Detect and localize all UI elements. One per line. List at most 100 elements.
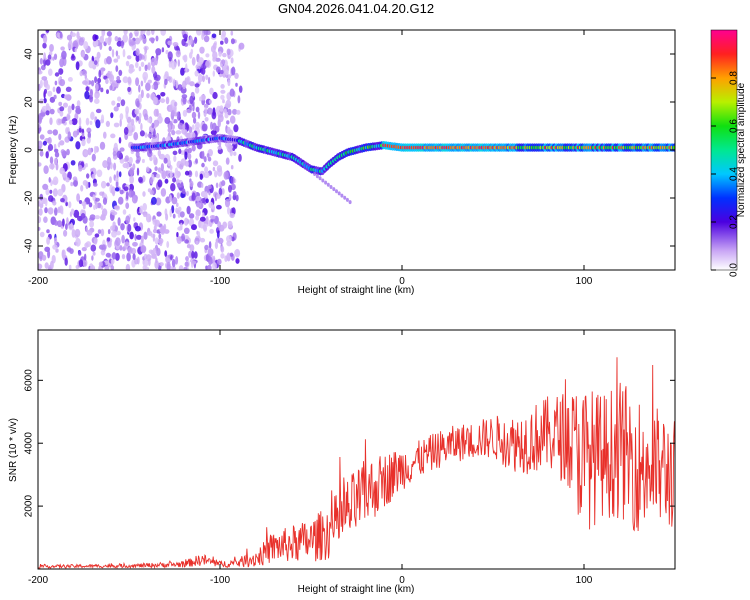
spectrogram-noise-cell bbox=[212, 56, 217, 62]
spectrogram-noise-cell bbox=[161, 47, 165, 53]
x-tick-label: 100 bbox=[576, 276, 593, 287]
spectrogram-noise-cell bbox=[212, 166, 216, 172]
spectrogram-noise-cell bbox=[229, 115, 236, 124]
spectrogram-noise-cell bbox=[203, 171, 210, 179]
spectrogram-noise-cell bbox=[217, 258, 222, 265]
spectrogram-noise-cell bbox=[103, 131, 107, 139]
spectrogram-noise-cell bbox=[219, 69, 224, 75]
spectrogram-branch-cell bbox=[313, 172, 317, 176]
spectrogram-noise-cell bbox=[57, 206, 61, 214]
spectrogram-noise-cell bbox=[230, 38, 235, 45]
spectrogram-noise-cell bbox=[129, 175, 135, 185]
spectrogram-noise-cell bbox=[113, 162, 117, 171]
spectrogram-noise-cell bbox=[84, 90, 90, 100]
chart-title: GN04.2026.041.04.20.G12 bbox=[278, 1, 434, 16]
spectrogram-noise-cell bbox=[99, 42, 103, 50]
spectrogram-noise-cell bbox=[111, 186, 116, 195]
spectrogram-noise-cell bbox=[112, 150, 117, 157]
spectrogram-noise-cell bbox=[120, 40, 124, 49]
spectrogram-noise-cell bbox=[191, 224, 197, 231]
spectrogram-noise-cell bbox=[45, 84, 50, 91]
spectrogram-noise-cell bbox=[184, 239, 190, 244]
spectrogram-noise-cell bbox=[55, 248, 59, 253]
colorbar-label: Normalized spectral amplitude bbox=[736, 82, 747, 217]
x-tick-label: -200 bbox=[28, 276, 48, 287]
spectrogram-noise-cell bbox=[194, 86, 200, 94]
spectrogram-noise-cell bbox=[140, 235, 144, 244]
spectrogram-x-label: Height of straight line (km) bbox=[298, 285, 415, 296]
spectrogram-noise-cell bbox=[195, 202, 202, 208]
spectrogram-noise-cell bbox=[151, 30, 155, 35]
spectrogram-noise-cell bbox=[155, 35, 159, 42]
spectrogram-noise-cell bbox=[75, 105, 81, 110]
spectrogram-noise-cell bbox=[46, 236, 50, 245]
spectrogram-noise-cell bbox=[38, 123, 41, 128]
spectrogram-noise-cell bbox=[177, 122, 184, 130]
spectrogram-noise-cell bbox=[140, 80, 144, 87]
spectrogram-noise-cell bbox=[52, 188, 58, 197]
spectrogram-noise-cell bbox=[238, 85, 243, 93]
spectrogram-noise-cell bbox=[114, 36, 119, 42]
spectrogram-noise-cell bbox=[123, 127, 129, 135]
spectrogram-noise-cell bbox=[134, 225, 141, 232]
spectrogram-noise-cell bbox=[221, 180, 226, 187]
spectrogram-noise-cell bbox=[131, 118, 135, 126]
spectrogram-noise-cell bbox=[43, 165, 49, 175]
spectrogram-noise-cell bbox=[71, 118, 78, 126]
spectrogram-noise-cell bbox=[171, 109, 175, 116]
spectrogram-noise-cell bbox=[191, 124, 195, 130]
spectrogram-noise-cell bbox=[88, 60, 95, 69]
spectrogram-noise-cell bbox=[218, 187, 223, 197]
spectrogram-noise-cell bbox=[152, 233, 156, 242]
spectrogram-noise-cell bbox=[39, 134, 45, 140]
spectrogram-noise-cell bbox=[185, 256, 189, 262]
spectrogram-noise-cell bbox=[38, 98, 45, 105]
spectrogram-noise-cell bbox=[191, 56, 196, 66]
spectrogram-noise-cell bbox=[158, 233, 162, 239]
snr-ticks: -200 -100 0 100 2000 4000 6000 bbox=[24, 330, 675, 586]
spectrogram-noise-cell bbox=[49, 156, 54, 164]
spectrogram-noise-cell bbox=[204, 191, 208, 198]
spectrogram-noise-cell bbox=[141, 158, 145, 164]
x-tick-label: -100 bbox=[210, 276, 230, 287]
spectrogram-branch-cell bbox=[337, 191, 341, 196]
spectrogram-noise-cell bbox=[138, 53, 142, 61]
spectrogram-noise-cell bbox=[204, 244, 209, 251]
spectrogram-noise-cell bbox=[70, 208, 75, 215]
y-tick-label: -20 bbox=[24, 190, 35, 205]
spectrogram-noise-cell bbox=[113, 142, 118, 151]
spectrogram-noise-cell bbox=[156, 108, 159, 117]
spectrogram-noise-cell bbox=[90, 244, 97, 252]
spectrogram-noise-cell bbox=[43, 98, 47, 104]
spectrogram-noise-cell bbox=[110, 258, 115, 265]
spectrogram-noise-cell bbox=[38, 83, 41, 91]
spectrogram-noise-cell bbox=[226, 235, 232, 243]
spectrogram-noise-cell bbox=[210, 130, 217, 136]
spectrogram-noise-cell bbox=[150, 176, 153, 185]
spectrogram-branch-cell bbox=[318, 176, 322, 181]
spectrogram-noise-cell bbox=[117, 96, 122, 102]
spectrogram-noise-cell bbox=[204, 107, 208, 115]
spectrogram-noise-cell bbox=[111, 252, 117, 260]
spectrogram-noise-cell bbox=[210, 218, 214, 223]
spectrogram-noise-cell bbox=[111, 80, 118, 88]
spectrogram-noise-cell bbox=[117, 196, 124, 205]
spectrogram-noise-cell bbox=[198, 57, 204, 65]
spectrogram-noise-cell bbox=[145, 254, 152, 262]
spectrogram-noise-cell bbox=[61, 249, 66, 259]
spectrogram-noise-cell bbox=[160, 30, 166, 36]
spectrogram-noise-cell bbox=[156, 211, 162, 217]
spectrogram-noise-cell bbox=[54, 207, 58, 216]
spectrogram-noise-cell bbox=[172, 42, 179, 47]
colorbar: 0.0 0.2 0.4 0.6 0.8 Normalized spectral ampl… bbox=[710, 29, 747, 277]
spectrogram-noise-cell bbox=[150, 57, 156, 67]
colorbar-tick-label: 0.6 bbox=[729, 119, 740, 133]
spectrogram-noise-cell bbox=[140, 123, 143, 131]
spectrogram-noise-cell bbox=[215, 193, 221, 199]
spectrogram-noise-cell bbox=[154, 166, 158, 172]
spectrogram-noise-cell bbox=[89, 214, 96, 221]
spectrogram-noise-cell bbox=[207, 76, 211, 85]
spectrogram-noise-cell bbox=[105, 78, 109, 85]
spectrogram-noise-cell bbox=[230, 30, 234, 36]
